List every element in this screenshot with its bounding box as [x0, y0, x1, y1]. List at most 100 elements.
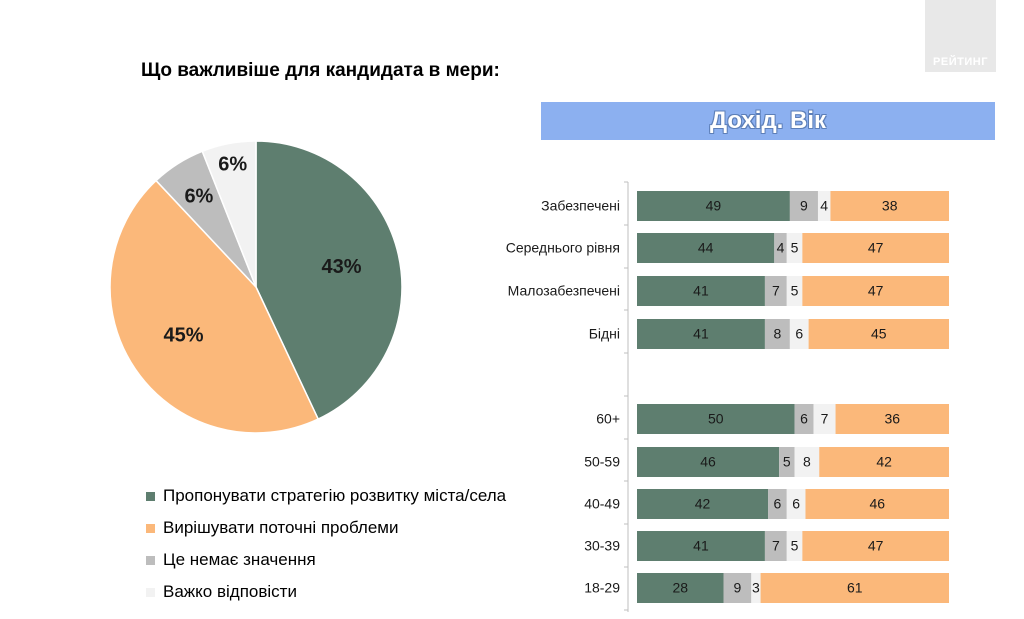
bar-value-label: 6 — [800, 411, 808, 427]
bar-segment-hard — [751, 573, 761, 603]
bar-segment-current — [802, 276, 949, 306]
pie-label-no-matter: 6% — [184, 185, 213, 207]
bar-value-label: 5 — [791, 538, 799, 554]
bar-segment-current — [819, 447, 949, 477]
pie-label-hard: 6% — [218, 153, 247, 175]
bar-segment-no-matter — [764, 319, 790, 349]
bar-segment-hard — [817, 191, 831, 221]
legend-label-hard: Важко відповісти — [163, 582, 297, 601]
bar-segment-no-matter — [723, 573, 752, 603]
bar-category-label: Малозабезпечені — [508, 283, 620, 299]
bar-category-label: Бідні — [589, 326, 620, 342]
legend-swatch-no-matter — [146, 555, 155, 565]
bar-value-label: 8 — [774, 326, 782, 342]
legend-swatch-strategy — [146, 491, 155, 501]
bar-value-label: 41 — [693, 538, 709, 554]
bar-segment-strategy — [637, 191, 790, 221]
legend-label-strategy: Пропонувати стратегію розвитку міста/сел… — [163, 486, 507, 505]
bar-segment-hard — [786, 276, 803, 306]
bar-segment-strategy — [637, 573, 724, 603]
bar-value-label: 5 — [791, 283, 799, 299]
bar-value-label: 7 — [821, 411, 829, 427]
bar-value-label: 41 — [693, 326, 709, 342]
bar-value-label: 6 — [774, 496, 782, 512]
pie-slice-hard — [201, 140, 257, 288]
bar-value-label: 9 — [800, 198, 808, 214]
bar-value-label: 7 — [772, 283, 780, 299]
bar-value-label: 42 — [876, 454, 892, 470]
bar-segment-no-matter — [764, 276, 787, 306]
bar-value-label: 8 — [803, 454, 811, 470]
section-banner: Дохід. Вік — [541, 102, 995, 140]
bar-segment-no-matter — [794, 404, 814, 434]
bar-value-label: 49 — [706, 198, 722, 214]
rating-logo: РЕЙТИНГ — [925, 0, 996, 72]
bar-segment-current — [808, 319, 949, 349]
bar-value-label: 36 — [884, 411, 900, 427]
bar-segment-strategy — [637, 447, 780, 477]
bar-segment-strategy — [637, 531, 765, 561]
bar-value-label: 3 — [752, 580, 760, 596]
bar-segment-no-matter — [764, 531, 787, 561]
bar-segment-current — [760, 573, 949, 603]
bar-segment-no-matter — [779, 447, 795, 477]
bar-value-label: 7 — [772, 538, 780, 554]
legend-swatch-hard — [146, 587, 155, 597]
bar-value-label: 46 — [700, 454, 716, 470]
bar-value-label: 47 — [868, 240, 884, 256]
bar-value-label: 38 — [882, 198, 898, 214]
bar-segment-current — [802, 531, 949, 561]
bar-segment-strategy — [637, 233, 775, 263]
bar-segment-no-matter — [768, 489, 787, 519]
bar-segment-current — [835, 404, 949, 434]
bar-segment-hard — [786, 489, 806, 519]
bar-value-label: 5 — [783, 454, 791, 470]
bar-value-label: 4 — [820, 198, 828, 214]
bar-category-label: Середнього рівня — [506, 240, 620, 256]
legend: Пропонувати стратегію розвитку міста/сел… — [146, 480, 506, 608]
bar-value-label: 50 — [708, 411, 724, 427]
legend-swatch-current — [146, 523, 155, 533]
bar-category-label: 30-39 — [584, 538, 620, 554]
pie-slice-strategy — [255, 140, 403, 421]
bar-value-label: 46 — [869, 496, 885, 512]
bar-value-label: 9 — [733, 580, 741, 596]
bar-value-label: 47 — [868, 283, 884, 299]
bar-category-label: Забезпечені — [541, 198, 620, 214]
bar-segment-hard — [786, 233, 803, 263]
bar-segment-hard — [789, 319, 809, 349]
bar-value-label: 6 — [795, 326, 803, 342]
pie-label-current: 45% — [164, 325, 204, 347]
bar-segment-current — [830, 191, 949, 221]
legend-label-no-matter: Це немає значення — [163, 550, 316, 569]
bar-segment-hard — [813, 404, 836, 434]
bar-segment-hard — [794, 447, 820, 477]
bar-value-label: 44 — [698, 240, 714, 256]
logo-text: РЕЙТИНГ — [933, 56, 988, 68]
legend-item-no-matter: Це немає значення — [146, 544, 506, 576]
bar-segment-strategy — [637, 489, 769, 519]
bar-category-label: 50-59 — [584, 454, 620, 470]
bar-segment-strategy — [637, 276, 765, 306]
legend-item-current: Вирішувати поточні проблеми — [146, 512, 506, 544]
bar-value-label: 45 — [871, 326, 887, 342]
chart-title: Що важливіше для кандидата в мери: — [141, 60, 500, 81]
bar-value-label: 5 — [791, 240, 799, 256]
bar-segment-no-matter — [774, 233, 787, 263]
bar-segment-hard — [786, 531, 803, 561]
bar-value-label: 47 — [868, 538, 884, 554]
bar-segment-no-matter — [789, 191, 818, 221]
bar-value-label: 6 — [792, 496, 800, 512]
legend-item-hard: Важко відповісти — [146, 576, 506, 608]
bar-value-label: 61 — [847, 580, 863, 596]
bar-category-label: 40-49 — [584, 496, 620, 512]
section-title: Дохід. Вік — [709, 107, 827, 134]
pie-label-strategy: 43% — [321, 256, 361, 278]
bar-segment-strategy — [637, 404, 795, 434]
bar-segment-current — [805, 489, 949, 519]
legend-label-current: Вирішувати поточні проблеми — [163, 518, 399, 537]
bar-category-label: 18-29 — [584, 580, 620, 596]
bar-value-label: 42 — [695, 496, 711, 512]
bar-category-label: 60+ — [596, 411, 620, 427]
